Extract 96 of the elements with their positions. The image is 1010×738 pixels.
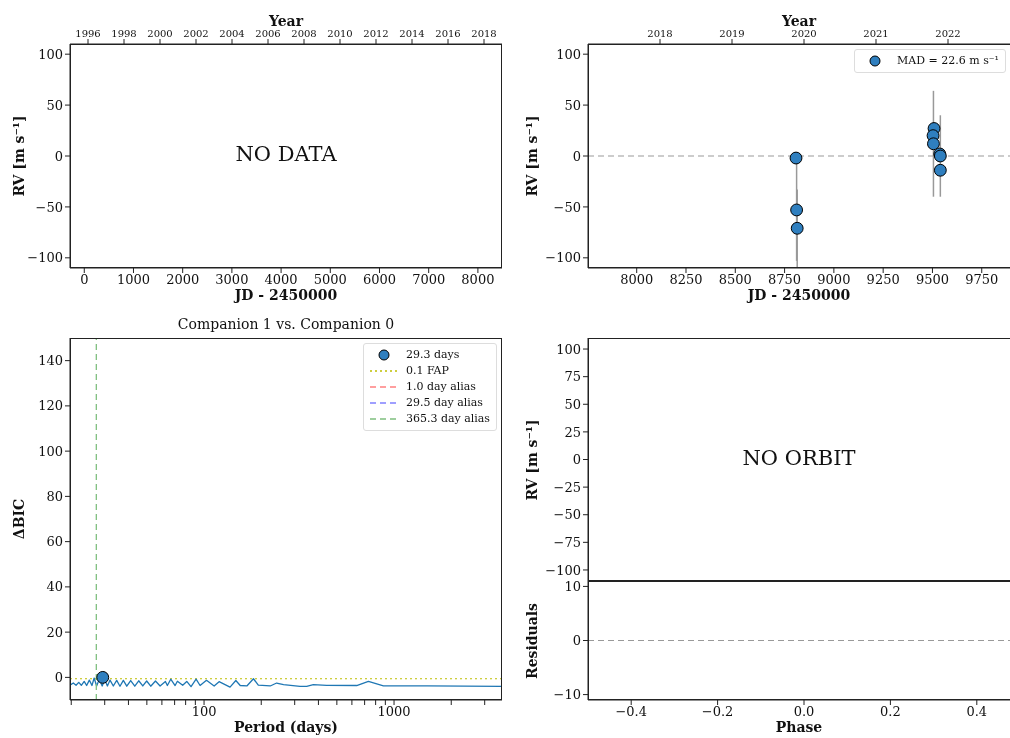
y-tick-label: 40 (46, 579, 63, 595)
y-tick-label: 100 (556, 341, 581, 357)
legend-label: MAD = 22.6 m s⁻¹ (896, 53, 999, 69)
y-tick-label: 0 (572, 633, 581, 649)
x-tick-label: 0.2 (880, 704, 901, 720)
y-tick-label: −100 (545, 562, 581, 578)
x2-tick-label: 2004 (219, 28, 245, 39)
y-tick-label: 10 (564, 579, 581, 595)
y-axis-title: Residuals (524, 602, 540, 679)
y-axis-title: RV [m s⁻¹] (524, 418, 540, 501)
y-tick-label: −50 (553, 199, 581, 215)
y-tick-label: 0 (54, 148, 63, 164)
x-tick-label: 0.4 (966, 704, 988, 720)
y-tick-label: 20 (46, 624, 63, 640)
x-tick-label: 9250 (866, 272, 900, 288)
x-tick-label: −0.4 (615, 704, 647, 720)
x2-tick-label: 2020 (791, 28, 817, 39)
y-tick-label: 0 (54, 669, 63, 685)
y-tick-label: 60 (46, 534, 63, 550)
point (790, 203, 804, 217)
annotation: NO DATA (234, 142, 338, 166)
x2-axis-title: Year (780, 13, 818, 29)
legend-label: 0.1 FAP (405, 363, 449, 379)
x-tick-label: 1000 (116, 272, 151, 288)
x-tick-label: 9750 (965, 272, 999, 288)
y-tick-label: 50 (564, 396, 581, 412)
point (927, 137, 940, 151)
x2-tick-label: 2018 (647, 28, 673, 39)
x-tick-label: 8500 (718, 272, 752, 288)
x-tick-label: 6000 (362, 272, 397, 288)
x2-tick-label: 2010 (327, 28, 353, 39)
x-axis-title: JD - 2450000 (745, 287, 852, 304)
x2-tick-label: 2000 (147, 28, 173, 39)
x-axis-title: JD - 2450000 (232, 287, 339, 304)
y-tick-label: 120 (38, 398, 63, 414)
x-tick-label: 9000 (817, 272, 851, 288)
y-tick-label: −50 (553, 507, 581, 523)
x-axis-title: Phase (774, 719, 824, 736)
y-tick-label: −100 (545, 250, 581, 266)
x-tick-label: 100 (191, 704, 217, 720)
y-tick-label: 100 (38, 443, 63, 459)
x-tick-label: 3000 (215, 272, 249, 288)
x-axis-title: Period (days) (233, 719, 339, 736)
y-tick-label: 100 (556, 46, 581, 62)
x-tick-label: 7000 (412, 272, 446, 288)
x-tick-label: −0.2 (701, 704, 734, 720)
y-tick-label: −100 (27, 250, 63, 266)
y-tick-label: −75 (553, 534, 581, 550)
x2-axis-title: Year (267, 13, 305, 29)
x-tick-label: 8750 (768, 272, 802, 288)
x-tick-label: 5000 (313, 272, 347, 288)
x2-tick-label: 1996 (75, 28, 101, 39)
chart-title: Companion 1 vs. Companion 0 (176, 316, 396, 332)
x2-tick-label: 2016 (435, 28, 461, 39)
legend-label: 29.5 day alias (405, 395, 483, 411)
y-tick-label: −25 (553, 479, 581, 495)
x-tick-label: 8000 (461, 272, 495, 288)
y-tick-label: 100 (38, 46, 63, 62)
x2-tick-label: 2021 (863, 28, 889, 39)
x2-tick-label: 2018 (471, 28, 497, 39)
y-tick-label: −10 (553, 687, 581, 703)
x-tick-label: 8000 (620, 272, 654, 288)
x2-tick-label: 1998 (111, 28, 137, 39)
x2-tick-label: 2002 (183, 28, 209, 39)
y-tick-label: 50 (564, 97, 581, 113)
legend-label: 29.3 days (405, 347, 460, 363)
x2-tick-label: 2008 (291, 28, 317, 39)
x2-tick-label: 2022 (935, 28, 961, 39)
legend-label: 1.0 day alias (405, 379, 476, 395)
x2-tick-label: 2012 (363, 28, 389, 39)
x-tick-label: 1000 (377, 704, 411, 720)
x-tick-label: 4000 (264, 272, 298, 288)
point (789, 151, 803, 165)
y-axis-title: RV [m s⁻¹] (524, 115, 540, 197)
y-tick-label: 50 (46, 97, 63, 113)
y-axis-title: ΔBIC (11, 498, 27, 540)
x2-tick-label: 2006 (255, 28, 281, 39)
legend-label: 365.3 day alias (405, 411, 490, 427)
y-tick-label: 80 (46, 488, 63, 504)
y-tick-label: 0 (572, 148, 581, 164)
y-tick-label: 25 (564, 424, 581, 440)
y-tick-label: 0 (572, 452, 581, 468)
x2-tick-label: 2019 (719, 28, 745, 39)
point (790, 221, 804, 235)
y-tick-label: 140 (38, 353, 63, 369)
y-tick-label: −50 (35, 199, 63, 215)
x2-tick-label: 2014 (399, 28, 425, 39)
x-tick-label: 2000 (166, 272, 200, 288)
x-tick-label: 0.0 (793, 704, 815, 720)
x-tick-label: 8250 (669, 272, 703, 288)
point (933, 163, 947, 177)
y-tick-label: 75 (564, 369, 581, 385)
y-axis-title: RV [m s⁻¹] (11, 115, 27, 197)
x-tick-label: 0 (80, 272, 89, 288)
annotation: NO ORBIT (741, 445, 857, 470)
x-tick-label: 9500 (915, 272, 949, 288)
